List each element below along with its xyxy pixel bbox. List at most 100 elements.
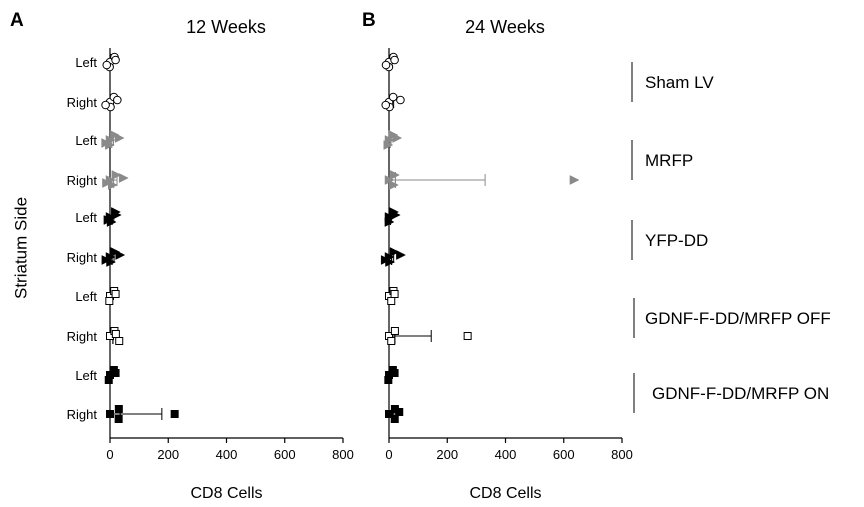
data-point xyxy=(114,133,125,143)
series-row xyxy=(385,327,472,345)
series-row xyxy=(104,366,120,384)
category-label: Right xyxy=(67,329,98,344)
data-point xyxy=(111,55,120,65)
data-point xyxy=(381,60,391,70)
group-label: MRFP xyxy=(645,151,693,170)
data-point xyxy=(115,337,124,345)
category-label: Right xyxy=(67,407,98,422)
data-point xyxy=(106,410,114,418)
series-row xyxy=(380,247,406,267)
series-row xyxy=(383,130,403,150)
data-point xyxy=(390,415,399,423)
data-point xyxy=(390,327,399,335)
data-point xyxy=(111,290,120,298)
category-label: Left xyxy=(75,210,97,225)
data-point xyxy=(111,330,120,338)
x-tick-label: 0 xyxy=(106,447,113,462)
data-point xyxy=(463,332,472,340)
x-tick-label: 600 xyxy=(274,447,296,462)
panel-12-weeks: A 12 Weeks 0 200 400 600 800 CD8 Cells Left Right… xyxy=(10,10,354,502)
group-labels: Sham LV MRFP YFP-DD GDNF-F-DD/MRFP OFF GDNF-… xyxy=(631,62,831,413)
series-row xyxy=(105,287,120,305)
data-point xyxy=(101,138,112,148)
data-point xyxy=(381,100,391,110)
data-point xyxy=(101,255,112,265)
group-label: GDNF-F-DD/MRFP ON xyxy=(652,384,829,403)
data-point xyxy=(106,371,114,379)
series-row xyxy=(102,170,129,190)
series-row xyxy=(103,207,122,227)
series-row xyxy=(106,405,179,423)
group-label: Sham LV xyxy=(645,73,714,92)
data-point xyxy=(569,175,580,185)
data-point xyxy=(384,376,393,384)
series-row xyxy=(381,92,405,112)
data-point xyxy=(102,60,112,70)
data-point xyxy=(385,371,393,379)
group-label: YFP-DD xyxy=(645,231,708,250)
x-tick-label: 0 xyxy=(385,447,392,462)
data-point xyxy=(104,376,113,384)
data-point xyxy=(170,410,179,418)
x-tick-label: 400 xyxy=(495,447,517,462)
data-point xyxy=(113,95,122,105)
category-label: Right xyxy=(67,95,98,110)
panel-letter: A xyxy=(10,10,24,31)
y-axis-title: Striatum Side xyxy=(11,197,30,299)
data-point xyxy=(111,369,120,377)
data-point xyxy=(110,247,121,257)
series-row xyxy=(101,130,125,150)
panel-title: 24 Weeks xyxy=(465,17,545,37)
series-row xyxy=(385,287,399,305)
data-point xyxy=(387,337,396,345)
data-point xyxy=(383,140,394,150)
x-tick-label: 600 xyxy=(553,447,575,462)
data-point xyxy=(380,255,391,265)
series-row xyxy=(102,52,120,72)
series-row xyxy=(101,247,126,267)
x-tick-label: 800 xyxy=(611,447,633,462)
data-point xyxy=(390,369,399,377)
data-point xyxy=(114,405,123,413)
data-point xyxy=(109,130,120,140)
data-point xyxy=(103,215,114,225)
series-row xyxy=(384,207,401,227)
category-label: Left xyxy=(75,133,97,148)
category-label: Left xyxy=(75,289,97,304)
x-tick-label: 800 xyxy=(332,447,354,462)
data-point xyxy=(101,100,110,110)
x-tick-label: 400 xyxy=(216,447,238,462)
data-point xyxy=(114,415,123,423)
category-label: Right xyxy=(67,173,98,188)
data-point xyxy=(390,405,399,413)
data-point xyxy=(115,250,126,260)
series-row xyxy=(384,366,399,384)
data-point xyxy=(102,178,113,188)
data-point xyxy=(105,297,114,305)
category-label: Left xyxy=(75,368,97,383)
group-label: GDNF-F-DD/MRFP OFF xyxy=(645,309,831,328)
data-point xyxy=(385,410,393,418)
series-row xyxy=(106,327,124,345)
data-point xyxy=(390,290,399,298)
category-label: Right xyxy=(67,250,98,265)
data-point xyxy=(384,217,395,227)
data-point xyxy=(395,408,404,416)
data-point xyxy=(389,180,399,190)
data-point xyxy=(388,92,398,102)
x-tick-label: 200 xyxy=(157,447,179,462)
data-point xyxy=(111,210,122,220)
category-label: Left xyxy=(75,55,97,70)
data-point xyxy=(390,55,399,65)
series-row xyxy=(381,52,399,72)
data-point xyxy=(390,170,400,180)
data-point xyxy=(396,250,406,260)
panel-title: 12 Weeks xyxy=(186,17,266,37)
data-point xyxy=(396,95,405,105)
panel-letter: B xyxy=(362,10,376,31)
data-point xyxy=(389,247,400,257)
x-tick-label: 200 xyxy=(436,447,458,462)
data-point xyxy=(111,170,122,180)
x-axis-title: CD8 Cells xyxy=(469,485,541,502)
